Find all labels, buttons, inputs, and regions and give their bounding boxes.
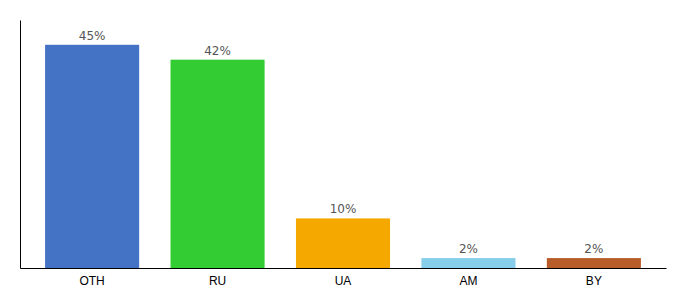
x-tick: BY [586,268,602,288]
data-label: 2% [584,242,603,256]
x-tick-label: OTH [79,274,104,288]
x-tick: RU [209,268,226,288]
data-labels: 45% 42% 10% 2% 2% [79,29,604,256]
x-tick: OTH [79,268,104,288]
bars [45,45,641,268]
data-label: 10% [330,202,357,216]
x-tick-label: UA [335,274,352,288]
x-tick-label: RU [209,274,226,288]
bar [171,60,265,268]
x-axis: OTH RU UA AM BY [21,268,667,288]
data-label: 42% [204,44,231,58]
chart: OTH RU UA AM BY 45% 42% 10% 2% 2% [0,0,680,300]
plot: OTH RU UA AM BY 45% 42% 10% 2% 2% [21,21,667,288]
y-axis [20,21,21,269]
x-axis-line [21,268,667,269]
bar [296,218,390,268]
bar [421,258,515,268]
x-tick-label: BY [586,274,602,288]
data-label: 2% [459,242,478,256]
x-tick-label: AM [459,274,477,288]
data-label: 45% [79,29,106,43]
bar [45,45,139,268]
x-tick: UA [335,268,352,288]
x-tick: AM [459,268,477,288]
y-axis-line [20,21,21,269]
bar [547,258,641,268]
